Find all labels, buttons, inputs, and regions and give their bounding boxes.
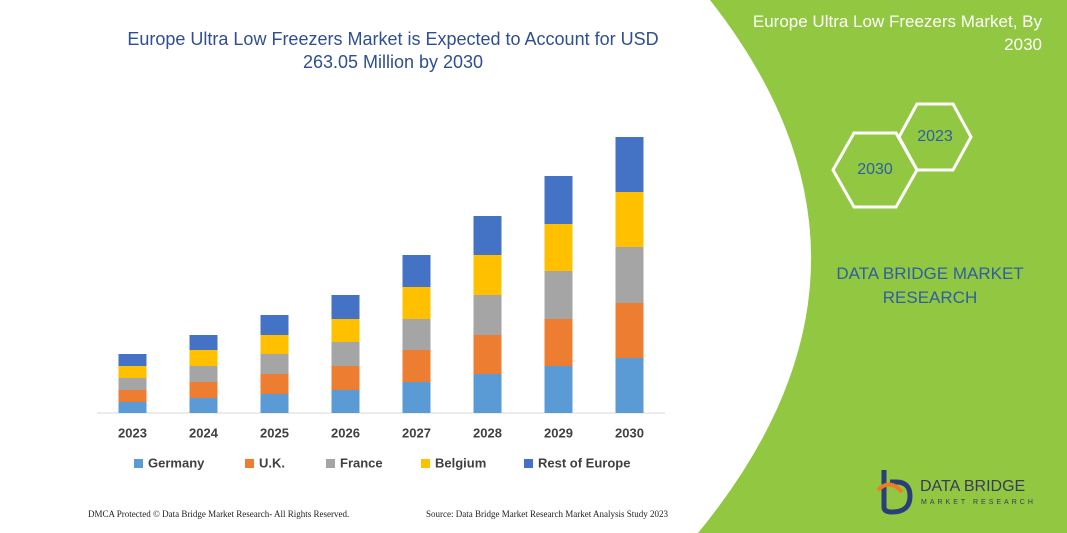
brand-text: DATA BRIDGE MARKET RESEARCH	[836, 264, 1024, 307]
x-tick-label: 2024	[189, 425, 219, 440]
bar-segment	[402, 382, 431, 413]
bar-segment	[331, 295, 360, 319]
bar-segment	[118, 390, 147, 402]
logo-text: DATA BRIDGE	[920, 478, 1025, 495]
logo-mark	[876, 482, 904, 494]
legend-swatch	[134, 459, 143, 468]
bar-segment	[331, 342, 360, 366]
bar-segment	[544, 271, 573, 319]
logo-mark	[881, 470, 913, 515]
bar-segment	[189, 366, 218, 382]
bar-segment	[118, 366, 147, 378]
hexagon-label: 2023	[917, 128, 953, 145]
side-panel	[698, 0, 1067, 533]
bar-segment	[331, 319, 360, 342]
legend-swatch	[245, 459, 254, 468]
bar-segment	[615, 192, 644, 247]
bar-segment	[189, 350, 218, 366]
bar-segment	[331, 390, 360, 413]
hexagon-label: 2030	[857, 161, 893, 178]
bar-segment	[402, 255, 431, 287]
bar-segment	[544, 176, 573, 224]
bar-segment	[615, 303, 644, 358]
bar-segment	[118, 378, 147, 390]
bar-segment	[402, 319, 431, 350]
bar-segment	[260, 335, 289, 354]
bar-segment	[260, 374, 289, 394]
legend-label: Germany	[148, 455, 205, 470]
x-tick-label: 2029	[544, 425, 573, 440]
bar-segment	[544, 366, 573, 413]
hexagon	[831, 131, 919, 209]
x-tick-label: 2027	[402, 425, 431, 440]
legend-swatch	[524, 459, 533, 468]
chart-title: Europe Ultra Low Freezers Market is Expe…	[127, 29, 659, 72]
bar-segment	[473, 374, 502, 413]
bar-segment	[189, 382, 218, 398]
legend-swatch	[326, 459, 335, 468]
bar-segment	[260, 354, 289, 374]
legend-label: France	[340, 455, 383, 470]
bar-segment	[260, 394, 289, 413]
bar-segment	[331, 366, 360, 390]
legend-swatch	[421, 459, 430, 468]
footer-right: Source: Data Bridge Market Research Mark…	[426, 509, 668, 519]
x-tick-label: 2030	[615, 425, 644, 440]
x-tick-label: 2025	[260, 425, 289, 440]
bar-segment	[189, 398, 218, 413]
bar-segment	[473, 216, 502, 255]
logo-subtext: MARKET RESEARCH	[921, 499, 1036, 506]
bar-segment	[189, 335, 218, 350]
bar-segment	[118, 402, 147, 413]
bar-segment	[402, 350, 431, 382]
x-tick-label: 2028	[473, 425, 502, 440]
hexagon	[897, 102, 973, 172]
side-title: Europe Ultra Low Freezers Market, By 203…	[752, 12, 1042, 54]
footer-left: DMCA Protected © Data Bridge Market Rese…	[88, 509, 349, 519]
legend-label: U.K.	[259, 455, 285, 470]
bar-segment	[118, 354, 147, 366]
x-tick-label: 2026	[331, 425, 360, 440]
bar-segment	[615, 137, 644, 192]
bar-segment	[260, 315, 289, 335]
x-tick-label: 2023	[118, 425, 147, 440]
bar-segment	[544, 224, 573, 271]
bar-segment	[473, 255, 502, 295]
legend-label: Belgium	[435, 455, 486, 470]
bar-segment	[615, 247, 644, 303]
bar-segment	[544, 319, 573, 366]
bar-segment	[402, 287, 431, 319]
bar-segment	[615, 358, 644, 413]
legend-label: Rest of Europe	[538, 455, 630, 470]
bar-segment	[473, 295, 502, 335]
bar-segment	[473, 335, 502, 374]
